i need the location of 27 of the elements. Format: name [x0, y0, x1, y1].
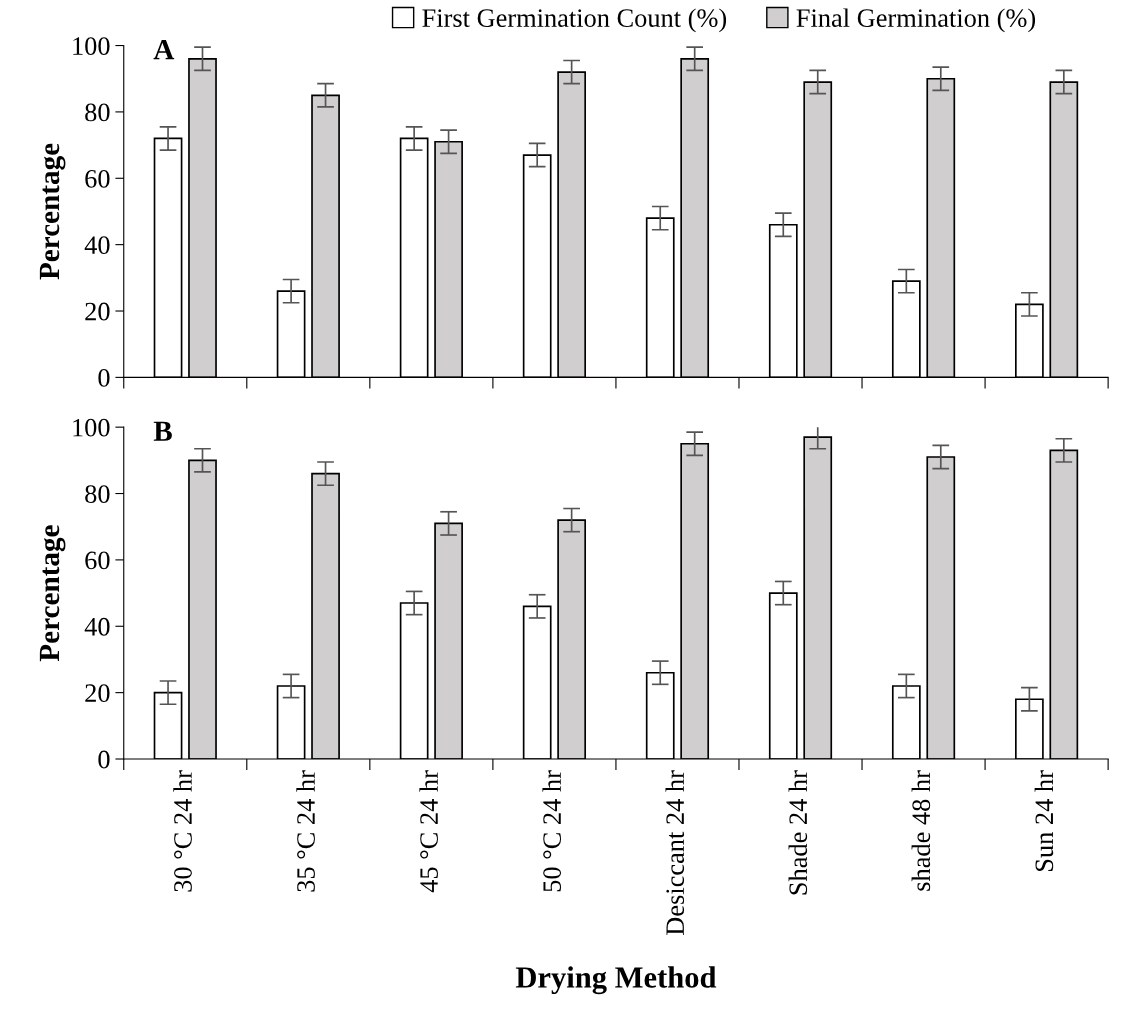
x-tick-label: Desiccant 24 hr — [665, 770, 685, 935]
chart-title: B — [153, 421, 172, 441]
y-tick-label: 80 — [85, 485, 110, 503]
y-axis-title: Percentage — [39, 525, 66, 662]
y-tick-label: 0 — [98, 368, 110, 387]
y-tick-label: 40 — [84, 617, 110, 636]
x-tick-label: 45 °C 24 hr — [419, 770, 438, 893]
chart-title: A — [153, 39, 175, 60]
y-tick-label: 20 — [85, 302, 110, 321]
x-tick-label: shade 48 hr — [911, 770, 931, 891]
y-tick-label: 100 — [73, 37, 110, 55]
legend-label: Final Germination (%) — [796, 8, 1036, 33]
y-tick-label: 40 — [84, 236, 110, 255]
y-tick-label: 60 — [85, 169, 110, 188]
y-tick-label: 0 — [98, 750, 110, 769]
x-tick-label: Shade 24 hr — [788, 770, 808, 895]
x-tick-label: 50 °C 24 hr — [542, 770, 562, 892]
y-axis-title: Percentage — [39, 143, 66, 280]
x-tick-label: Sun 24 hr — [1034, 770, 1054, 871]
x-axis-title: Drying Method — [515, 966, 717, 995]
y-tick-label: 60 — [85, 551, 110, 570]
y-tick-label: 100 — [73, 418, 110, 437]
x-tick-label: 30 °C 24 hr — [173, 770, 192, 892]
y-tick-label: 80 — [85, 103, 110, 122]
x-tick-label: 35 °C 24 hr — [296, 770, 315, 892]
legend-label: First Germination Count (%) — [422, 8, 727, 33]
y-tick-label: 20 — [85, 684, 110, 703]
